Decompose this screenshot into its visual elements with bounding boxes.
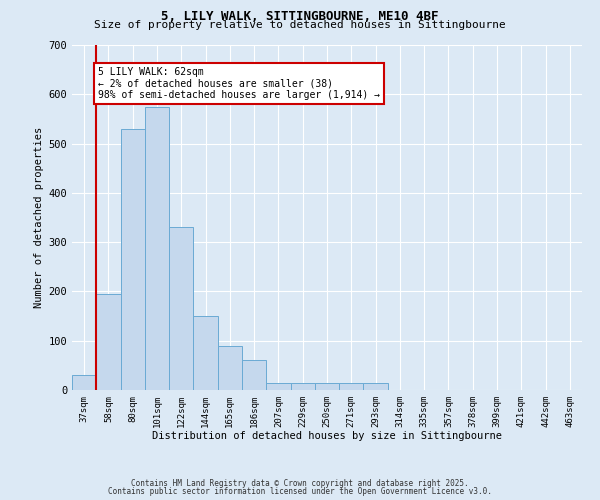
Y-axis label: Number of detached properties: Number of detached properties [34, 127, 44, 308]
Bar [364, 382, 388, 390]
Bar [121, 129, 145, 390]
Bar [315, 382, 339, 390]
Bar [266, 382, 290, 390]
Bar [339, 382, 364, 390]
Bar [72, 375, 96, 390]
Bar [145, 106, 169, 390]
Bar [96, 294, 121, 390]
Text: Contains HM Land Registry data © Crown copyright and database right 2025.: Contains HM Land Registry data © Crown c… [131, 478, 469, 488]
Bar [193, 316, 218, 390]
Text: Size of property relative to detached houses in Sittingbourne: Size of property relative to detached ho… [94, 20, 506, 30]
Text: Contains public sector information licensed under the Open Government Licence v3: Contains public sector information licen… [108, 487, 492, 496]
Bar [169, 228, 193, 390]
Bar [290, 382, 315, 390]
Text: 5, LILY WALK, SITTINGBOURNE, ME10 4BF: 5, LILY WALK, SITTINGBOURNE, ME10 4BF [161, 10, 439, 23]
Text: 5 LILY WALK: 62sqm
← 2% of detached houses are smaller (38)
98% of semi-detached: 5 LILY WALK: 62sqm ← 2% of detached hous… [98, 67, 380, 100]
X-axis label: Distribution of detached houses by size in Sittingbourne: Distribution of detached houses by size … [152, 432, 502, 442]
Bar [242, 360, 266, 390]
Bar [218, 346, 242, 390]
